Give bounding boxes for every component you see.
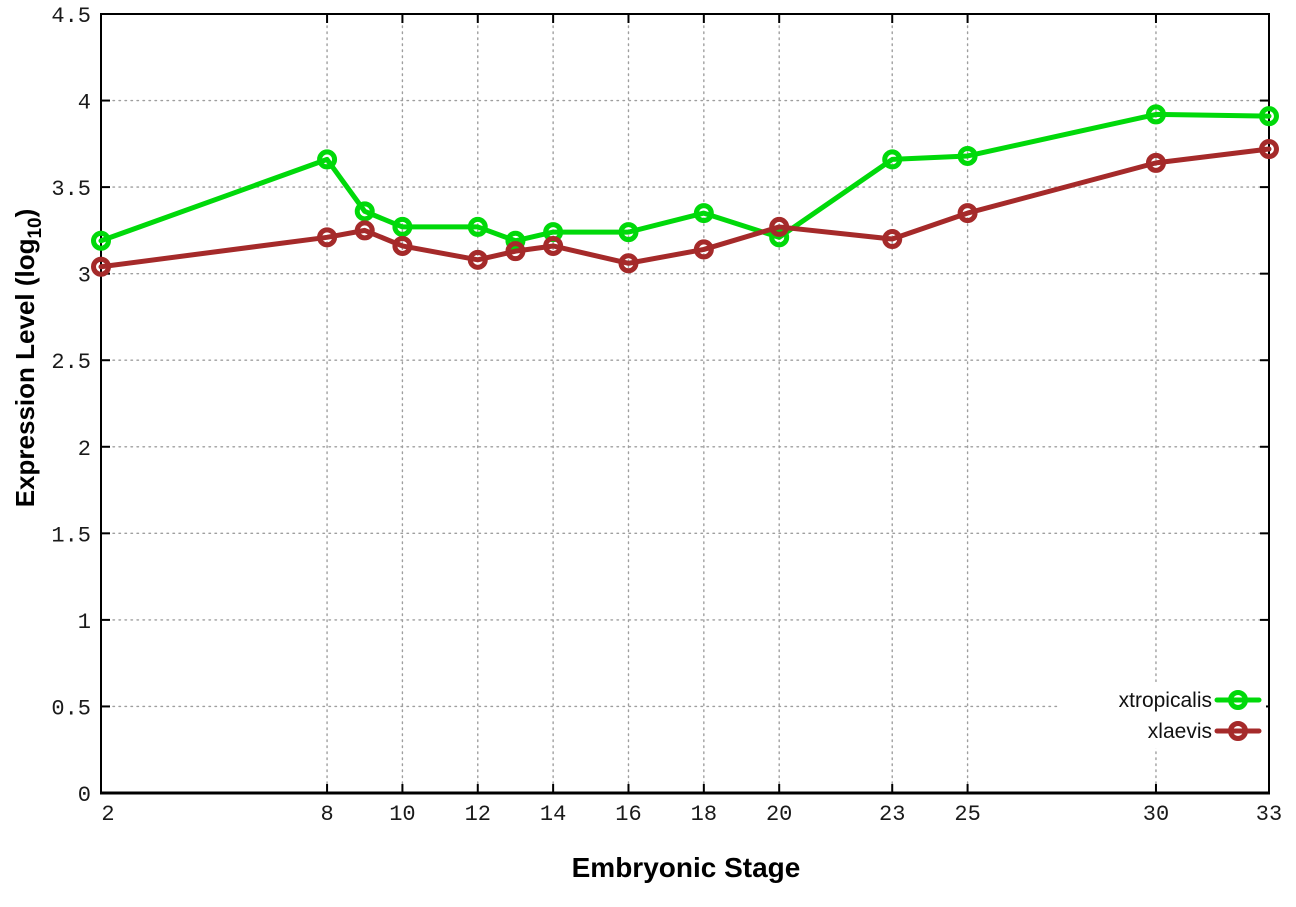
legend-marker-xlaevis [1228, 721, 1248, 741]
data-point-xtropicalis-stage-30 [1145, 104, 1166, 125]
x-tick-label-23: 23 [879, 802, 905, 827]
y-tick-label-2.5: 2.5 [51, 350, 91, 375]
x-tick-label-14: 14 [540, 802, 566, 827]
x-tick-label-10: 10 [389, 802, 415, 827]
data-point-xtropicalis-stage-33 [1259, 106, 1279, 127]
data-point-xlaevis-stage-13 [505, 241, 526, 262]
data-point-xlaevis-stage-20 [769, 216, 790, 237]
y-tick-label-4.5: 4.5 [51, 4, 91, 29]
data-point-xtropicalis-stage-10 [392, 216, 413, 237]
y-tick-label-4: 4 [78, 91, 91, 116]
data-point-xtropicalis-stage-2 [91, 230, 111, 251]
plot-border-layer [100, 13, 1270, 795]
series-layer [91, 104, 1279, 277]
x-tick-label-16: 16 [615, 802, 641, 827]
y-tick-label-0: 0 [78, 783, 91, 808]
data-point-xlaevis-stage-10 [392, 235, 413, 256]
y-axis-label: Expression Level (log10) [10, 209, 46, 508]
x-tick-label-20: 20 [766, 802, 792, 827]
data-point-xlaevis-stage-25 [957, 203, 978, 224]
data-point-xlaevis-stage-30 [1145, 152, 1166, 173]
y-tick-label-1.5: 1.5 [51, 523, 91, 548]
data-point-xlaevis-stage-33 [1259, 139, 1279, 160]
data-point-xtropicalis-stage-25 [957, 145, 978, 166]
x-tick-label-18: 18 [691, 802, 717, 827]
data-point-xtropicalis-stage-13 [505, 230, 526, 251]
y-axis-label-subscript: 10 [25, 217, 46, 238]
data-point-xtropicalis-stage-12 [467, 216, 488, 237]
x-tick-label-25: 25 [954, 802, 980, 827]
data-point-xlaevis-stage-2 [91, 256, 111, 277]
legend-marker-xtropicalis [1228, 690, 1248, 710]
y-tick-label-2: 2 [78, 437, 91, 462]
data-point-xlaevis-stage-14 [543, 235, 564, 256]
y-tick-label-1: 1 [78, 610, 91, 635]
tick-labels-layer: 0 0.5 1 1.5 2 2.5 3 3.5 4 4.5 2 8 10 12 14 16 18 20 23 25 30… [51, 4, 1282, 827]
legend-layer: xtropicalis xlaevis [1058, 682, 1266, 748]
y-tick-label-3: 3 [78, 264, 91, 289]
data-point-xlaevis-stage-18 [693, 239, 714, 260]
data-point-xtropicalis-stage-18 [693, 203, 714, 224]
x-tick-label-2: 2 [101, 802, 114, 827]
y-axis-label-main: Expression Level (log [10, 239, 40, 508]
data-point-xlaevis-stage-9 [354, 220, 375, 241]
legend-label-xtropicalis: xtropicalis [1119, 689, 1212, 712]
data-point-xtropicalis-stage-23 [882, 149, 903, 170]
x-tick-label-33: 33 [1256, 802, 1282, 827]
data-point-xlaevis-stage-8 [317, 227, 338, 248]
x-tick-label-8: 8 [320, 802, 333, 827]
y-axis-label-close: ) [10, 209, 40, 218]
x-tick-label-30: 30 [1143, 802, 1169, 827]
y-tick-label-0.5: 0.5 [51, 696, 91, 721]
data-point-xlaevis-stage-12 [467, 249, 488, 270]
x-tick-label-12: 12 [465, 802, 491, 827]
data-point-xtropicalis-stage-9 [354, 201, 375, 222]
data-point-xlaevis-stage-16 [618, 253, 639, 274]
data-point-xtropicalis-stage-20 [769, 227, 790, 248]
data-point-xtropicalis-stage-16 [618, 222, 639, 243]
data-point-xlaevis-stage-23 [882, 229, 903, 250]
x-axis-label: Embryonic Stage [572, 852, 801, 883]
y-tick-label-3.5: 3.5 [51, 177, 91, 202]
legend-label-xlaevis: xlaevis [1148, 720, 1212, 743]
data-point-xtropicalis-stage-8 [317, 149, 338, 170]
